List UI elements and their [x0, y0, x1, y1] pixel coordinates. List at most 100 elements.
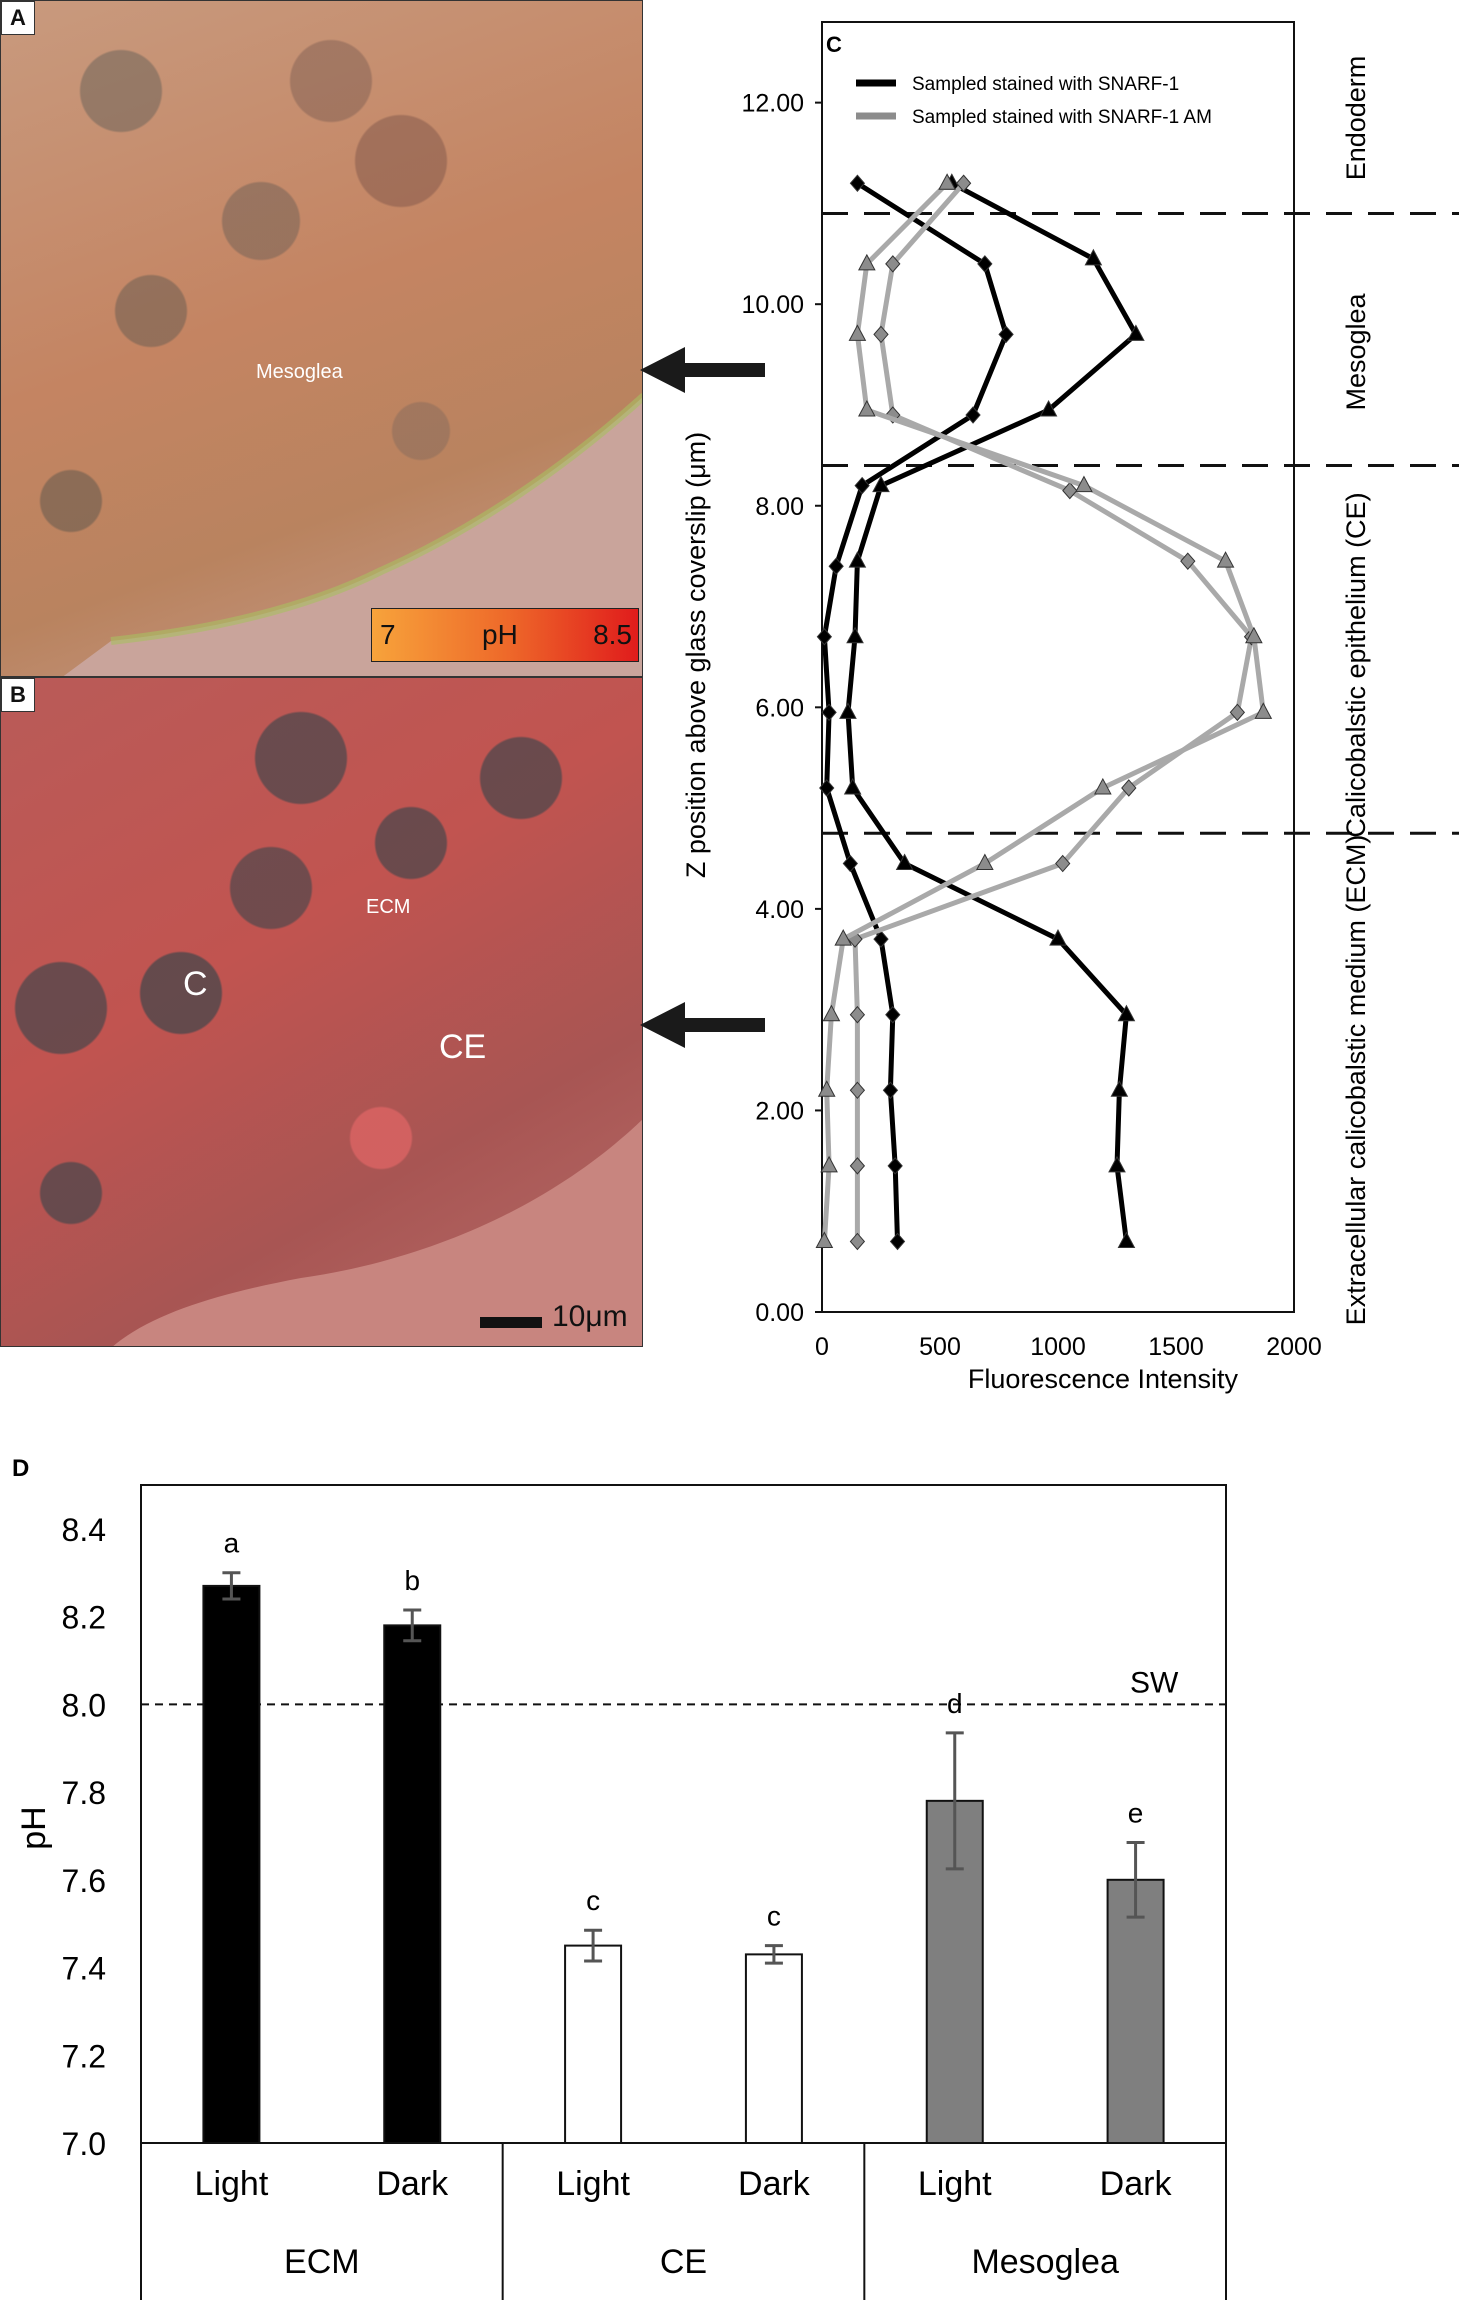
c-diamond-marker [849, 1232, 866, 1251]
d-category-label: Light [556, 2165, 630, 2203]
c-diamond-marker [885, 1005, 901, 1024]
tissue-edge-a [63, 393, 642, 676]
d-y-tick-label: 7.0 [62, 2126, 106, 2162]
calicoblast-label: C [183, 965, 208, 1003]
c-diamond-marker [887, 1157, 903, 1175]
c-triangle-marker [1094, 777, 1112, 795]
c-diamond-marker [998, 325, 1014, 344]
c-triangle-marker [848, 324, 867, 341]
d-group-label: ECM [284, 2243, 360, 2281]
micrograph-panel-b: B ECM C CE [0, 677, 643, 1347]
c-series-line [852, 181, 1254, 1242]
c-x-tick-label: 0 [815, 1333, 829, 1361]
c-triangle-marker [1049, 929, 1067, 946]
d-y-tick-label: 7.2 [62, 2038, 106, 2074]
micrograph-panel-a: A Mesoglea 7 pH 8.5 [0, 0, 643, 677]
d-y-tick-label: 8.4 [62, 1512, 106, 1548]
ph-colorbar: 7 pH 8.5 [371, 608, 639, 662]
ce-label: CE [439, 1028, 487, 1066]
c-diamond-marker [828, 557, 844, 575]
c-triangle-marker [817, 1080, 836, 1097]
c-triangle-marker [1127, 324, 1145, 341]
d-bar [744, 1953, 803, 2145]
c-x-tick-label: 1000 [1030, 1333, 1086, 1361]
arrow-left-icon [640, 1002, 765, 1048]
c-triangle-marker [1108, 1155, 1126, 1173]
d-y-tick-label: 8.0 [62, 1687, 106, 1723]
c-triangle-marker [1075, 475, 1093, 493]
chart-c: C Sampled stained with SNARF-1 Sampled st… [681, 21, 1459, 1394]
c-triangle-marker [1117, 1004, 1136, 1022]
c-y-axis-label: Z position above glass coverslip (μm) [681, 432, 711, 878]
c-diamond-marker [1229, 703, 1246, 722]
d-significance-letter: e [1128, 1798, 1144, 1829]
c-triangle-marker [938, 173, 956, 190]
c-diamond-marker [854, 476, 870, 495]
tissue-edge-b [113, 1119, 642, 1346]
d-bar [1106, 1878, 1165, 2144]
c-triangle-marker [846, 626, 864, 644]
c-diamond-marker [1055, 854, 1071, 873]
mesoglea-label: Mesoglea [256, 361, 343, 383]
region-mesoglea: Mesoglea [1341, 292, 1371, 410]
c-plot-frame [821, 21, 1295, 1313]
c-diamond-marker [977, 255, 993, 273]
d-bar [202, 1584, 261, 2145]
d-significance-letter: b [404, 1565, 420, 1596]
c-triangle-marker [1110, 1080, 1129, 1097]
arrow-left-icon [640, 347, 765, 393]
colorbar-min: 7 [380, 619, 396, 650]
c-diamond-marker [1062, 481, 1078, 500]
scale-bar [480, 1317, 542, 1328]
panel-letter-d: D [12, 1455, 29, 1482]
d-bar [564, 1944, 623, 2144]
c-triangle-marker [843, 777, 862, 795]
colorbar-unit: pH [482, 619, 518, 650]
d-y-tick-label: 7.4 [62, 1951, 106, 1987]
c-triangle-marker [1039, 399, 1058, 417]
c-diamond-marker [849, 174, 866, 193]
d-significance-letter: a [224, 1528, 240, 1559]
c-y-tick-label: 2.00 [755, 1097, 804, 1125]
region-endoderm: Endoderm [1341, 56, 1371, 181]
d-group-label: CE [660, 2243, 707, 2281]
c-diamond-marker [882, 1081, 899, 1100]
c-diamond-marker [849, 1081, 866, 1100]
c-diamond-marker [873, 325, 889, 344]
d-category-label: Light [918, 2165, 992, 2203]
panel-letter-c: C [826, 32, 842, 57]
c-diamond-marker [889, 1232, 906, 1251]
c-triangle-marker [815, 1231, 834, 1248]
region-ce: Calicobalstic epithelium (CE) [1341, 492, 1371, 837]
c-triangle-marker [1084, 248, 1103, 266]
d-category-label: Dark [738, 2165, 811, 2203]
c-y-tick-label: 4.00 [755, 896, 804, 924]
d-significance-letter: c [767, 1901, 781, 1932]
c-diamond-marker [885, 255, 901, 273]
c-diamond-marker [849, 1005, 866, 1024]
c-triangle-marker [1216, 551, 1235, 568]
c-triangle-marker [895, 853, 914, 871]
c-x-tick-label: 500 [919, 1333, 961, 1361]
c-triangle-marker [1117, 1231, 1136, 1248]
c-legend-entry: Sampled stained with SNARF-1 [912, 74, 1179, 95]
d-y-axis-label: pH [15, 1806, 53, 1849]
c-triangle-marker [822, 1004, 841, 1022]
d-category-label: Light [195, 2165, 269, 2203]
panel-letter-b: B [1, 678, 35, 712]
c-diamond-marker [849, 1157, 866, 1175]
d-category-label: Dark [1100, 2165, 1173, 2203]
region-ecm: Extracellular calicobalstic medium (ECM) [1341, 835, 1371, 1326]
d-seawater-label: SW [1130, 1666, 1179, 1699]
c-diamond-marker [821, 703, 837, 722]
c-diamond-marker [816, 628, 833, 646]
d-y-tick-label: 8.2 [62, 1600, 106, 1636]
ecm-label: ECM [366, 896, 411, 918]
d-category-label: Dark [376, 2165, 449, 2203]
c-y-tick-label: 0.00 [755, 1299, 804, 1327]
d-plot-frame [140, 1484, 1227, 2144]
scale-bar-label: 10μm [552, 1300, 628, 1333]
c-triangle-marker [858, 399, 876, 417]
c-triangle-marker [848, 551, 867, 568]
c-x-tick-label: 2000 [1266, 1333, 1322, 1361]
